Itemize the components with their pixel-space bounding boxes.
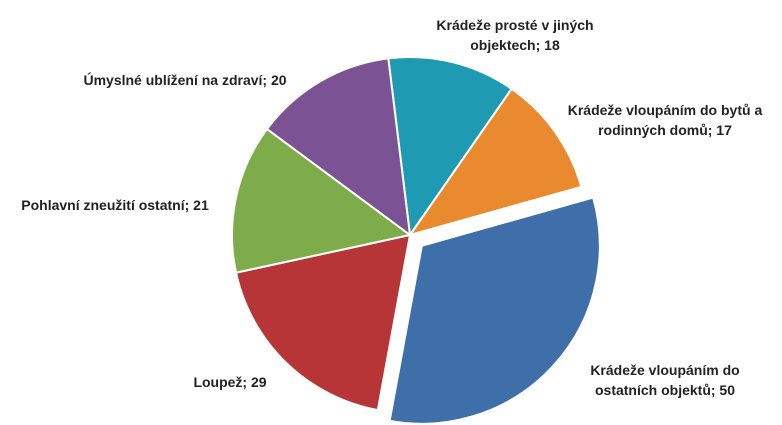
pie-slice (407, 87, 583, 237)
slice-label: Úmyslné ublížení na zdraví; 20 (83, 72, 287, 88)
pie-slice (231, 127, 413, 274)
pie-slice (388, 196, 601, 425)
pie-slice (387, 56, 513, 238)
slice-label: Krádeže vloupáním do bytů a rodinných do… (567, 102, 763, 138)
slice-label: Pohlavní zneužití ostatní; 21 (21, 197, 209, 213)
slice-label: Loupež; 29 (193, 374, 267, 390)
pie-slice (234, 233, 412, 412)
pie-slice (265, 57, 412, 238)
slice-label: Krádeže vloupáním do ostatních objektů; … (590, 362, 740, 398)
slice-label: Krádeže prosté v jiných objektech; 18 (436, 17, 594, 53)
